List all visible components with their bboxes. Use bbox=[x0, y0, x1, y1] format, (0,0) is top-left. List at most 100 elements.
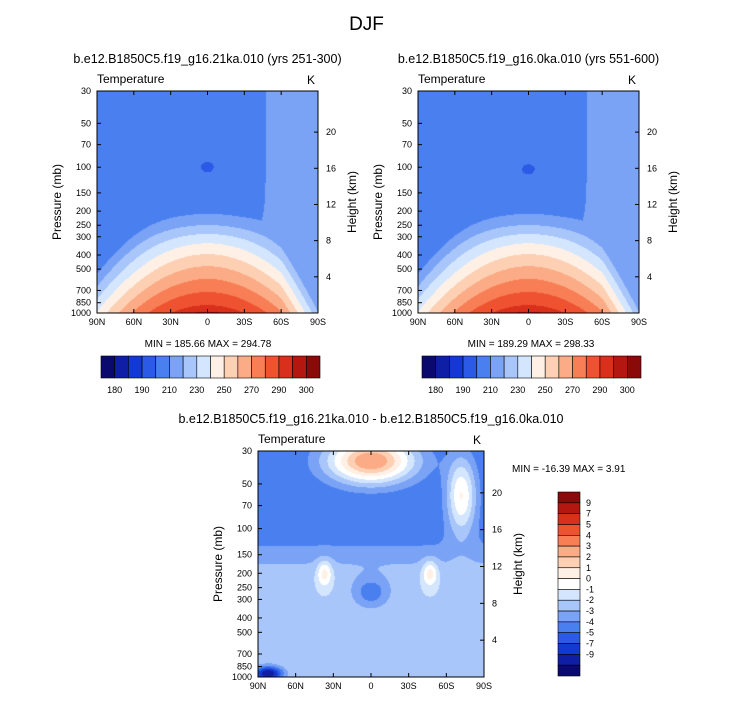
panel-right-y2label: Height (km) bbox=[666, 171, 680, 233]
panel-left-p-tick-label: 30 bbox=[81, 86, 91, 96]
panel-right-p-tick-label: 150 bbox=[397, 188, 412, 198]
panel-diff-colorbar-label: -9 bbox=[586, 649, 594, 659]
panel-left-variable-label: Temperature bbox=[97, 72, 165, 86]
panel-left-colorbar-label: 210 bbox=[162, 385, 177, 395]
panel-right-colorbar-box bbox=[490, 355, 505, 379]
page-title: DJF bbox=[349, 14, 384, 35]
panel-left-contour-fill bbox=[97, 91, 318, 313]
panel-diff-h-tick-label: 12 bbox=[492, 562, 502, 572]
panel-right-colorbar-box bbox=[627, 355, 642, 379]
panel-right-colorbar-box bbox=[517, 355, 532, 379]
panel-left-colorbar-label: 180 bbox=[107, 385, 122, 395]
panel-diff-colorbar-box bbox=[557, 502, 581, 514]
panel-left-p-tick-label: 300 bbox=[76, 232, 91, 242]
panel-diff-colorbar-box bbox=[557, 524, 581, 536]
panel-diff-x-tick-label: 90N bbox=[250, 681, 267, 691]
panel-left-p-tick-label: 100 bbox=[76, 162, 91, 172]
panel-left-colorbar-label: 300 bbox=[299, 385, 314, 395]
panel-diff-colorbar-label: 1 bbox=[586, 563, 591, 573]
panel-diff-variable-label: Temperature bbox=[258, 432, 326, 446]
panel-left-h-tick-label: 12 bbox=[326, 199, 336, 209]
panel-right-colorbar-label: 250 bbox=[538, 385, 553, 395]
panel-diff-colorbar-box bbox=[557, 632, 581, 644]
panel-diff-title: b.e12.B1850C5.f19_g16.21ka.010 - b.e12.B… bbox=[178, 412, 563, 426]
panel-diff-colorbar-label: 3 bbox=[586, 541, 591, 551]
panel-right-p-tick-label: 1000 bbox=[392, 308, 412, 318]
panel-diff-contour-fill bbox=[258, 451, 484, 677]
panel-right-colorbar-box bbox=[544, 355, 560, 379]
panel-right-colorbar-box bbox=[572, 355, 587, 379]
panel-diff-colorbar-box bbox=[557, 610, 581, 623]
panel-diff-x-tick-label: 60S bbox=[438, 681, 454, 691]
panel-diff-colorbar-box bbox=[557, 621, 581, 634]
panel-right-units-label: K bbox=[628, 73, 636, 87]
panel-left-colorbar-box bbox=[128, 355, 143, 379]
panel-diff-colorbar-label: -4 bbox=[586, 617, 594, 627]
panel-diff-colorbar-label: -2 bbox=[586, 595, 594, 605]
panel-right-colorbar-label: 300 bbox=[620, 385, 635, 395]
panel-diff-y2label: Height (km) bbox=[511, 533, 525, 595]
panel-diff-p-tick-label: 850 bbox=[237, 662, 252, 672]
panel-right-p-tick-label: 300 bbox=[397, 232, 412, 242]
panel-diff-colorbar-box bbox=[557, 567, 581, 579]
panel-left-x-tick-label: 60N bbox=[126, 317, 143, 327]
panel-right-p-tick-label: 200 bbox=[397, 206, 412, 216]
panel-diff-colorbar-label: 9 bbox=[586, 498, 591, 508]
panel-left-x-tick-label: 30N bbox=[162, 317, 179, 327]
panel-diff-p-tick-label: 100 bbox=[237, 524, 252, 534]
panel-left-title: b.e12.B1850C5.f19_g16.21ka.010 (yrs 251-… bbox=[73, 52, 341, 66]
panel-right-p-tick-label: 850 bbox=[397, 298, 412, 308]
panel-left-ylabel: Pressure (mb) bbox=[50, 164, 64, 240]
panel-right-colorbar-box bbox=[449, 355, 464, 379]
panel-left-colorbar-label: 250 bbox=[217, 385, 232, 395]
panel-left-p-tick-label: 250 bbox=[76, 220, 91, 230]
panel-diff-colorbar-label: 4 bbox=[586, 530, 591, 540]
panel-right-colorbar-box bbox=[531, 355, 546, 379]
panel-diff-h-tick-label: 16 bbox=[492, 525, 502, 535]
panel-left-colorbar-box bbox=[292, 355, 307, 379]
panel-diff-colorbar-box bbox=[557, 491, 581, 504]
panel-diff-colorbar-box bbox=[557, 513, 581, 525]
panel-left-colorbar-box bbox=[182, 355, 198, 379]
panel-right-x-tick-label: 30S bbox=[557, 317, 573, 327]
panel-left-colorbar-box bbox=[169, 355, 184, 379]
panel-diff-colorbar-box bbox=[557, 599, 581, 612]
panel-left-p-tick-label: 1000 bbox=[71, 308, 91, 318]
panel-right-ylabel: Pressure (mb) bbox=[371, 164, 385, 240]
panel-left-h-tick-label: 4 bbox=[326, 272, 331, 282]
panel-left-colorbar-box bbox=[306, 355, 321, 379]
panel-right-colorbar-box bbox=[558, 355, 573, 379]
panel-left-colorbar-box bbox=[264, 355, 280, 379]
panel-right-p-tick-label: 400 bbox=[397, 250, 412, 260]
panel-diff-p-tick-label: 250 bbox=[237, 583, 252, 593]
panel-left-h-tick-label: 20 bbox=[326, 127, 336, 137]
panel-diff-h-tick-label: 4 bbox=[492, 635, 497, 645]
panel-right-colorbar-box bbox=[462, 355, 478, 379]
panel-left-colorbar-box bbox=[210, 355, 225, 379]
panel-left-p-tick-label: 500 bbox=[76, 264, 91, 274]
panel-left-colorbar-box bbox=[237, 355, 252, 379]
panel-left-p-tick-label: 200 bbox=[76, 206, 91, 216]
panel-left-field bbox=[97, 91, 318, 313]
panel-diff-colorbar-label: -1 bbox=[586, 584, 594, 594]
panel-diff-x-tick-label: 60N bbox=[287, 681, 304, 691]
panel-right-p-tick-label: 50 bbox=[402, 118, 412, 128]
panel-diff-colorbar-label: 0 bbox=[586, 574, 591, 584]
panel-left-colorbar-box bbox=[223, 355, 239, 379]
panel-right-x-tick-label: 30N bbox=[483, 317, 500, 327]
panel-diff-colorbar-label: 7 bbox=[586, 509, 591, 519]
panel-diff-h-tick-label: 20 bbox=[492, 488, 502, 498]
panel-diff-p-tick-label: 200 bbox=[237, 568, 252, 578]
panel-right-p-tick-label: 700 bbox=[397, 285, 412, 295]
panel-diff-colorbar-box bbox=[557, 643, 581, 655]
panel-left-colorbar-box bbox=[251, 355, 266, 379]
panel-right-x-tick-label: 90S bbox=[631, 317, 647, 327]
panel-diff-x-tick-label: 30N bbox=[325, 681, 342, 691]
panel-diff-colorbar-box bbox=[557, 654, 581, 666]
panel-diff-x-tick-label: 30S bbox=[401, 681, 417, 691]
panel-right-h-tick-label: 20 bbox=[647, 127, 657, 137]
panel-right-h-tick-label: 12 bbox=[647, 199, 657, 209]
panel-right-colorbar-box bbox=[585, 355, 601, 379]
panel-diff-colorbar-label: -5 bbox=[586, 628, 594, 638]
panel-diff-p-tick-label: 300 bbox=[237, 594, 252, 604]
